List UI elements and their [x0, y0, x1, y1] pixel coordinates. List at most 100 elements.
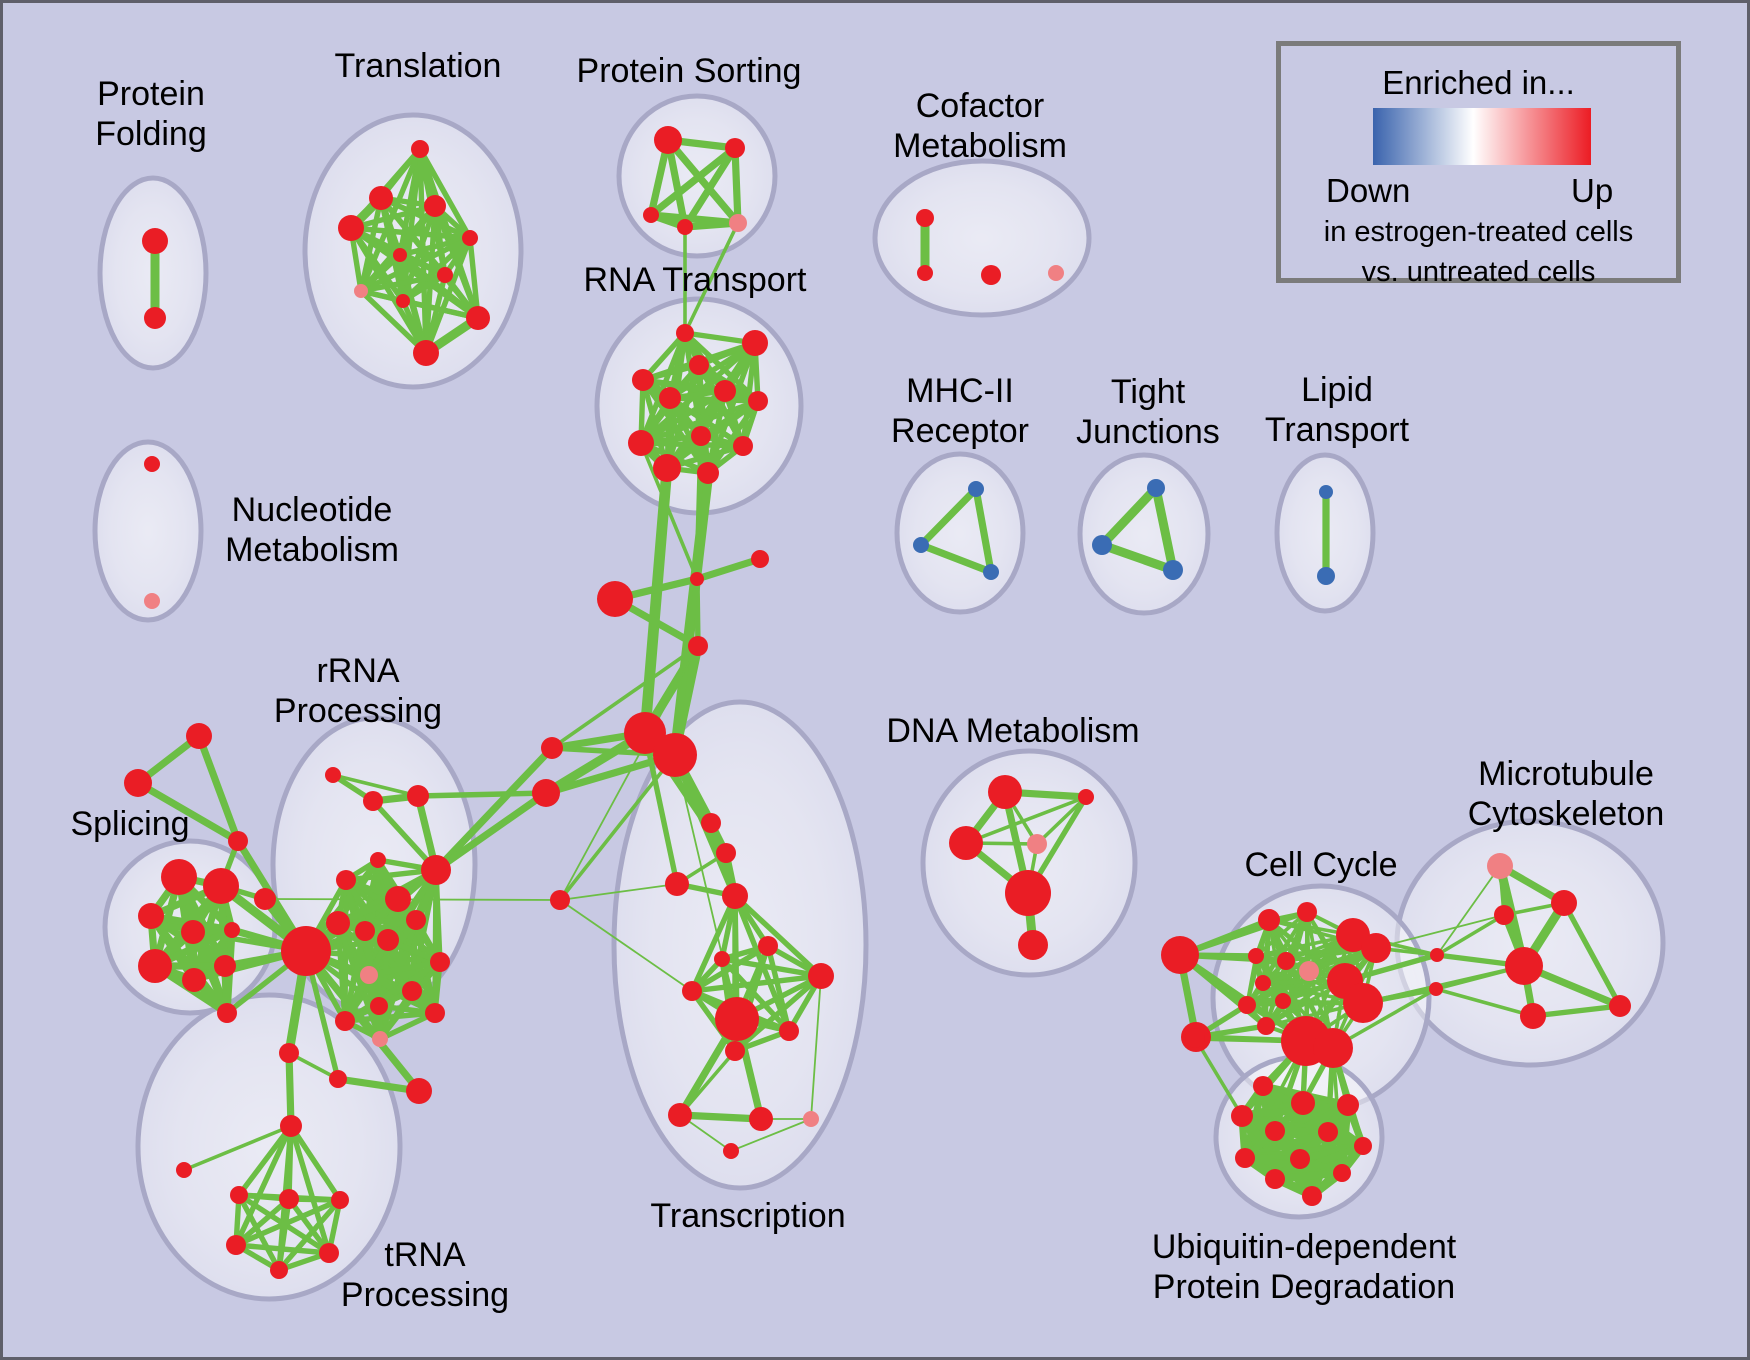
gene-set-node[interactable] — [325, 767, 341, 783]
gene-set-node[interactable] — [665, 872, 689, 896]
gene-set-node[interactable] — [1299, 961, 1319, 981]
gene-set-node[interactable] — [1319, 485, 1333, 499]
gene-set-node[interactable] — [1235, 1148, 1255, 1168]
gene-set-node[interactable] — [1302, 1186, 1322, 1206]
gene-set-node[interactable] — [1231, 1105, 1253, 1127]
gene-set-node[interactable] — [983, 564, 999, 580]
gene-set-node[interactable] — [355, 921, 375, 941]
gene-set-node[interactable] — [372, 1031, 388, 1047]
gene-set-node[interactable] — [729, 214, 747, 232]
gene-set-node[interactable] — [1147, 479, 1165, 497]
gene-set-node[interactable] — [1313, 1028, 1353, 1068]
gene-set-node[interactable] — [329, 1070, 347, 1088]
gene-set-node[interactable] — [1361, 933, 1391, 963]
gene-set-node[interactable] — [541, 737, 563, 759]
gene-set-node[interactable] — [1161, 936, 1199, 974]
gene-set-node[interactable] — [138, 949, 172, 983]
gene-set-node[interactable] — [1092, 535, 1112, 555]
gene-set-node[interactable] — [161, 859, 197, 895]
gene-set-node[interactable] — [406, 1078, 432, 1104]
gene-set-node[interactable] — [335, 1011, 355, 1031]
gene-set-node[interactable] — [1277, 952, 1295, 970]
gene-set-node[interactable] — [1265, 1169, 1285, 1189]
gene-set-node[interactable] — [949, 826, 983, 860]
gene-set-node[interactable] — [1333, 1164, 1351, 1182]
gene-set-node[interactable] — [725, 1041, 745, 1061]
gene-set-node[interactable] — [968, 481, 984, 497]
gene-set-node[interactable] — [406, 910, 426, 930]
gene-set-node[interactable] — [466, 306, 490, 330]
gene-set-node[interactable] — [722, 883, 748, 909]
gene-set-node[interactable] — [430, 952, 450, 972]
gene-set-node[interactable] — [1265, 1121, 1285, 1141]
gene-set-node[interactable] — [659, 387, 681, 409]
gene-set-node[interactable] — [336, 870, 356, 890]
gene-set-node[interactable] — [176, 1162, 192, 1178]
gene-set-node[interactable] — [279, 1189, 299, 1209]
gene-set-node[interactable] — [733, 436, 753, 456]
gene-set-node[interactable] — [1337, 1094, 1359, 1116]
gene-set-node[interactable] — [437, 267, 453, 283]
gene-set-node[interactable] — [653, 733, 697, 777]
gene-set-node[interactable] — [1430, 948, 1444, 962]
gene-set-node[interactable] — [1258, 909, 1280, 931]
gene-set-node[interactable] — [281, 926, 331, 976]
gene-set-node[interactable] — [338, 215, 364, 241]
gene-set-node[interactable] — [393, 248, 407, 262]
gene-set-node[interactable] — [331, 1191, 349, 1209]
gene-set-node[interactable] — [715, 997, 759, 1041]
gene-set-node[interactable] — [369, 186, 393, 210]
gene-set-node[interactable] — [716, 843, 736, 863]
gene-set-node[interactable] — [413, 340, 439, 366]
gene-set-node[interactable] — [1253, 1076, 1273, 1096]
gene-set-node[interactable] — [913, 537, 929, 553]
gene-set-node[interactable] — [402, 981, 422, 1001]
gene-set-node[interactable] — [1027, 834, 1047, 854]
gene-set-node[interactable] — [279, 1043, 299, 1063]
gene-set-node[interactable] — [988, 775, 1022, 809]
gene-set-node[interactable] — [214, 955, 236, 977]
gene-set-node[interactable] — [1248, 948, 1264, 964]
gene-set-node[interactable] — [714, 951, 730, 967]
gene-set-node[interactable] — [1318, 1122, 1338, 1142]
gene-set-node[interactable] — [230, 1186, 248, 1204]
gene-set-node[interactable] — [916, 209, 934, 227]
gene-set-node[interactable] — [138, 903, 164, 929]
gene-set-node[interactable] — [1520, 1003, 1546, 1029]
gene-set-node[interactable] — [632, 369, 654, 391]
gene-set-node[interactable] — [1494, 905, 1514, 925]
gene-set-node[interactable] — [742, 330, 768, 356]
gene-set-node[interactable] — [1018, 930, 1048, 960]
gene-set-node[interactable] — [1048, 265, 1064, 281]
gene-set-node[interactable] — [424, 195, 446, 217]
gene-set-node[interactable] — [377, 929, 399, 951]
gene-set-node[interactable] — [181, 920, 205, 944]
gene-set-node[interactable] — [1291, 1091, 1315, 1115]
gene-set-node[interactable] — [701, 813, 721, 833]
gene-set-node[interactable] — [751, 550, 769, 568]
gene-set-node[interactable] — [144, 456, 160, 472]
gene-set-node[interactable] — [254, 888, 276, 910]
gene-set-node[interactable] — [1354, 1137, 1372, 1155]
gene-set-node[interactable] — [676, 324, 694, 342]
gene-set-node[interactable] — [749, 1107, 773, 1131]
gene-set-node[interactable] — [360, 966, 378, 984]
gene-set-node[interactable] — [1505, 947, 1543, 985]
gene-set-node[interactable] — [370, 852, 386, 868]
gene-set-node[interactable] — [624, 712, 666, 754]
gene-set-node[interactable] — [217, 1003, 237, 1023]
gene-set-node[interactable] — [688, 636, 708, 656]
gene-set-node[interactable] — [1317, 567, 1335, 585]
gene-set-node[interactable] — [779, 1021, 799, 1041]
gene-set-node[interactable] — [653, 454, 681, 482]
gene-set-node[interactable] — [758, 936, 778, 956]
gene-set-node[interactable] — [396, 294, 410, 308]
gene-set-node[interactable] — [411, 140, 429, 158]
gene-set-node[interactable] — [124, 769, 152, 797]
gene-set-node[interactable] — [1429, 982, 1443, 996]
gene-set-node[interactable] — [917, 265, 933, 281]
gene-set-node[interactable] — [144, 593, 160, 609]
gene-set-node[interactable] — [690, 572, 704, 586]
gene-set-node[interactable] — [691, 426, 711, 446]
gene-set-node[interactable] — [803, 1111, 819, 1127]
